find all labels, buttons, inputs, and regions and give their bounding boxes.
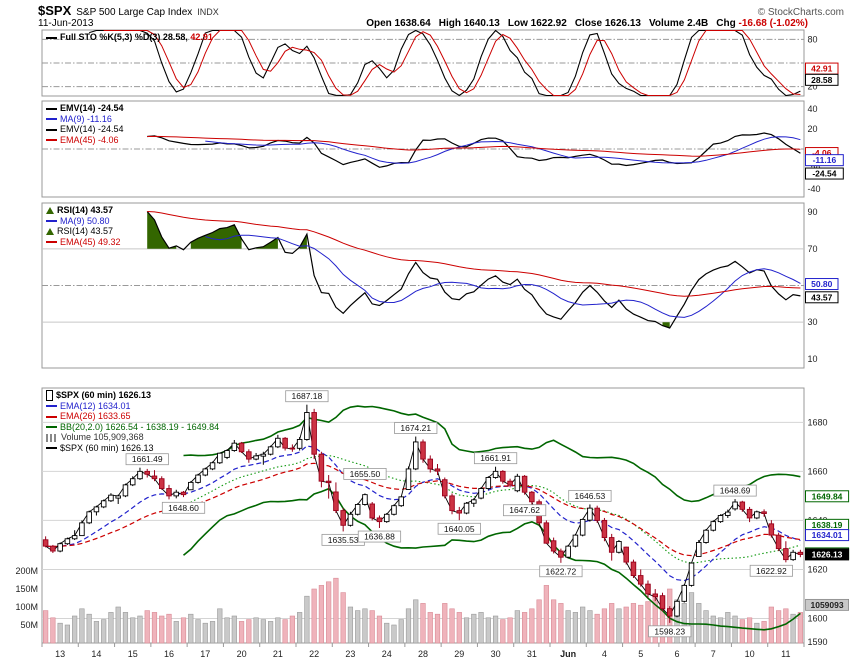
- quote-value: 2.4B: [684, 18, 709, 29]
- candlesticks: [42, 404, 804, 623]
- svg-text:50M: 50M: [20, 620, 38, 630]
- copyright-link[interactable]: © StockCharts.com: [757, 7, 844, 18]
- chart-subheader: 11-Jun-2013 Open 1638.64 High 1640.13 Low …: [0, 18, 850, 29]
- quote-value: 1638.64: [391, 18, 431, 29]
- quote-label: Open: [366, 18, 392, 29]
- svg-text:1590: 1590: [808, 637, 828, 647]
- svg-text:30: 30: [491, 649, 501, 659]
- svg-text:-24.54: -24.54: [812, 169, 836, 179]
- svg-text:30: 30: [808, 317, 818, 327]
- quote-value: 1622.92: [527, 18, 567, 29]
- svg-text:23: 23: [345, 649, 355, 659]
- svg-text:1598.23: 1598.23: [654, 626, 685, 636]
- svg-text:4: 4: [602, 649, 607, 659]
- chart-header: $SPX S&P 500 Large Cap Index INDX © Stoc…: [0, 3, 850, 18]
- chart-date: 11-Jun-2013: [38, 18, 94, 29]
- price-annotations: 1661.49 1648.60 1687.18 1655.50 1635.53 1636.…: [125, 390, 793, 638]
- svg-text:29: 29: [454, 649, 464, 659]
- symbol: $SPX: [38, 3, 72, 18]
- quote-line: Open 1638.64 High 1640.13 Low 1622.92 Close…: [358, 18, 808, 29]
- svg-text:20: 20: [808, 82, 818, 92]
- svg-text:1674.21: 1674.21: [400, 423, 431, 433]
- quote-label: Volume: [648, 18, 685, 29]
- svg-text:1648.60: 1648.60: [168, 503, 199, 513]
- svg-text:15: 15: [128, 649, 138, 659]
- svg-text:1640.05: 1640.05: [444, 524, 475, 534]
- svg-text:1622.72: 1622.72: [546, 566, 577, 576]
- quote-value: 1626.13: [602, 18, 641, 29]
- svg-text:1646.53: 1646.53: [575, 491, 606, 501]
- price-panel: 168016601640162016001590200M150M100M50M1…: [15, 387, 850, 659]
- svg-text:1649.84: 1649.84: [812, 491, 843, 501]
- svg-text:80: 80: [808, 34, 818, 44]
- svg-text:43.57: 43.57: [811, 292, 833, 302]
- svg-text:-11.16: -11.16: [813, 155, 837, 165]
- svg-text:1660: 1660: [808, 466, 828, 476]
- svg-text:1635.53: 1635.53: [328, 535, 359, 545]
- svg-text:42.91: 42.91: [811, 64, 833, 74]
- svg-text:16: 16: [164, 649, 174, 659]
- svg-text:6: 6: [674, 649, 679, 659]
- svg-text:-4.06: -4.06: [812, 148, 832, 158]
- svg-text:1620: 1620: [808, 564, 828, 574]
- svg-text:10: 10: [745, 649, 755, 659]
- quote-label: High: [438, 18, 461, 29]
- svg-text:1059093: 1059093: [811, 600, 844, 610]
- quote-value: 1640.13: [460, 18, 500, 29]
- svg-text:14: 14: [91, 649, 101, 659]
- svg-text:100M: 100M: [15, 602, 38, 612]
- svg-text:50.80: 50.80: [811, 279, 833, 289]
- svg-text:40: 40: [808, 104, 818, 114]
- svg-text:1636.88: 1636.88: [364, 532, 395, 542]
- svg-text:20: 20: [808, 124, 818, 134]
- svg-text:13: 13: [55, 649, 65, 659]
- svg-text:28.58: 28.58: [811, 75, 833, 85]
- quote-label: Chg: [716, 18, 736, 29]
- svg-text:1655.50: 1655.50: [350, 469, 381, 479]
- svg-text:22: 22: [309, 649, 319, 659]
- svg-text:31: 31: [527, 649, 537, 659]
- svg-text:5: 5: [638, 649, 643, 659]
- svg-text:Jun: Jun: [560, 649, 576, 659]
- svg-text:7: 7: [711, 649, 716, 659]
- index-name: S&P 500 Large Cap Index: [76, 7, 193, 18]
- svg-text:1648.69: 1648.69: [720, 486, 751, 496]
- svg-text:200M: 200M: [15, 566, 38, 576]
- quote-value: -16.68 (-1.02%): [735, 18, 809, 29]
- exchange-tag: INDX: [197, 7, 219, 17]
- svg-text:1687.18: 1687.18: [292, 391, 323, 401]
- svg-text:90: 90: [808, 207, 818, 217]
- x-axis: 13 14 15 16 17 20 21 22 23 24 28 29 30 31 Jun 4 5 6 7 10 11: [41, 643, 805, 659]
- svg-text:1626.13: 1626.13: [812, 549, 843, 559]
- svg-text:1638.19: 1638.19: [812, 520, 843, 530]
- svg-text:11: 11: [781, 649, 790, 659]
- svg-text:1680: 1680: [808, 417, 828, 427]
- svg-text:1622.92: 1622.92: [756, 566, 787, 576]
- svg-text:70: 70: [808, 244, 818, 254]
- svg-text:28: 28: [418, 649, 428, 659]
- svg-text:1661.91: 1661.91: [480, 453, 511, 463]
- svg-text:24: 24: [382, 649, 392, 659]
- svg-text:-40: -40: [808, 184, 821, 194]
- quote-label: Low: [507, 18, 528, 29]
- svg-text:1661.49: 1661.49: [132, 454, 163, 464]
- svg-text:10: 10: [808, 354, 818, 364]
- svg-text:1647.62: 1647.62: [509, 505, 540, 515]
- svg-text:1600: 1600: [808, 613, 828, 623]
- svg-text:21: 21: [273, 649, 283, 659]
- quote-label: Close: [574, 18, 603, 29]
- svg-text:150M: 150M: [15, 584, 38, 594]
- svg-text:17: 17: [200, 649, 210, 659]
- svg-text:1634.01: 1634.01: [812, 530, 843, 540]
- svg-text:20: 20: [237, 649, 247, 659]
